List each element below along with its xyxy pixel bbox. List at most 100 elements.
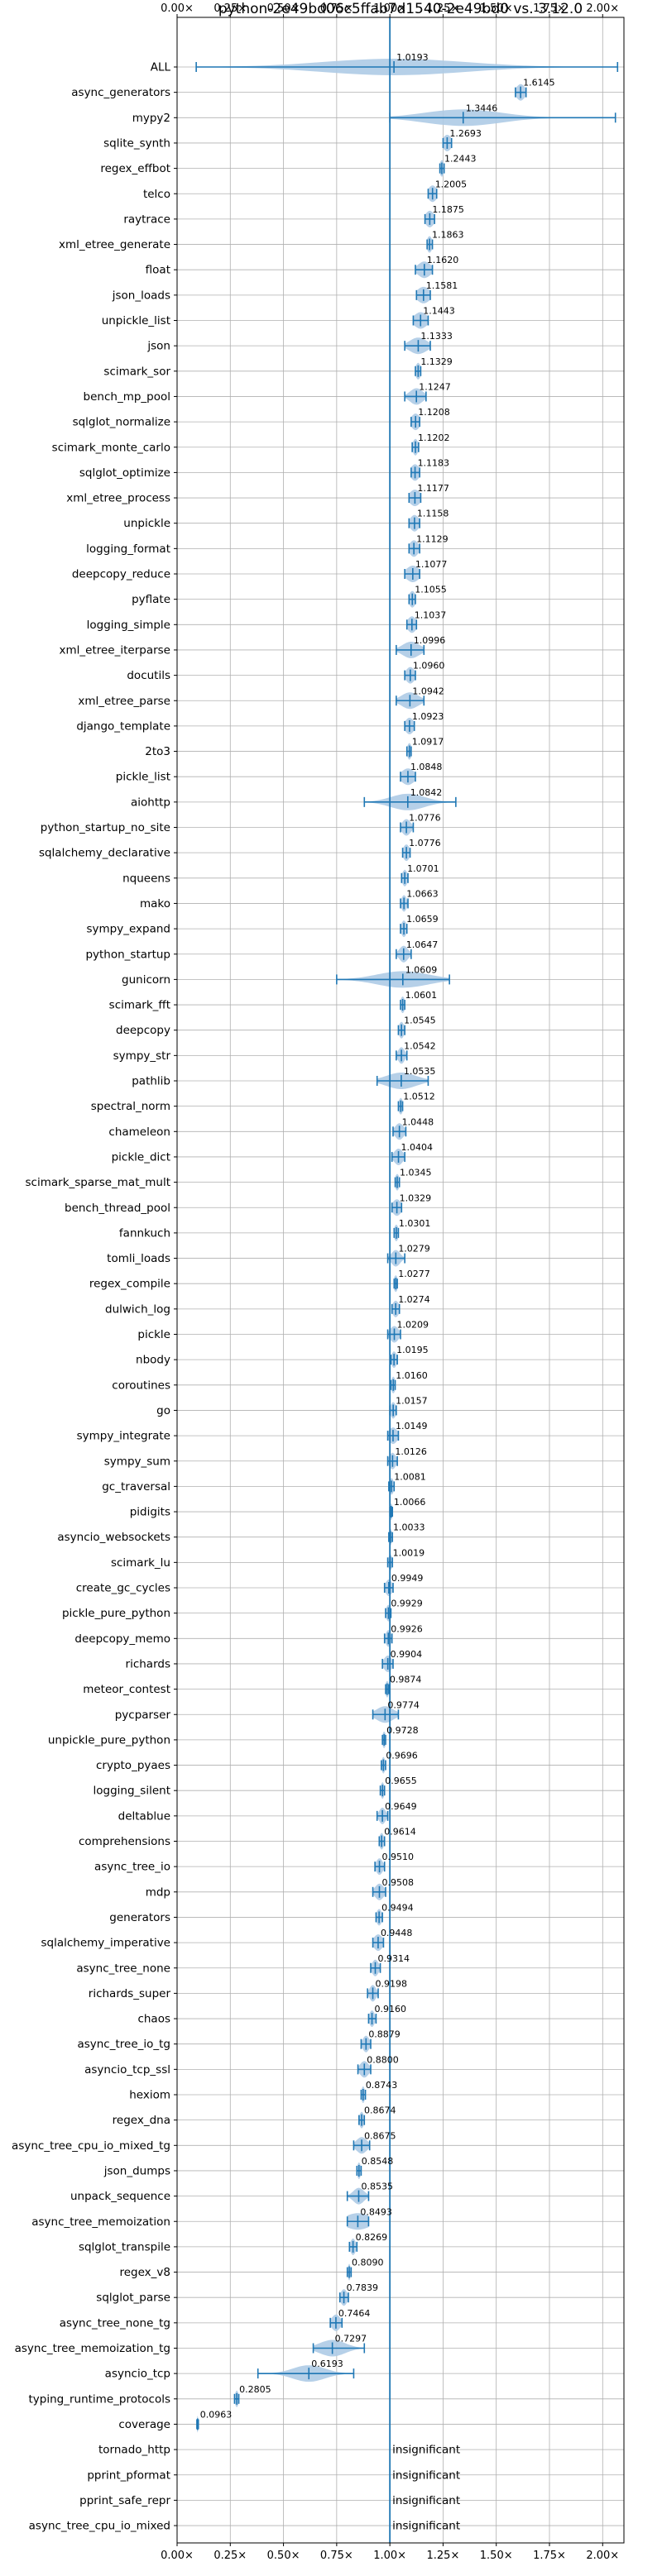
value-label: 0.9314: [378, 1953, 410, 1964]
value-label: 1.0601: [405, 990, 438, 1001]
value-label: 1.6145: [523, 78, 555, 88]
category-label: mako: [140, 897, 170, 910]
insignificant-label: insignificant: [392, 2494, 460, 2507]
category-label: async_tree_none_tg: [60, 2316, 170, 2330]
value-label: 0.9614: [384, 1827, 416, 1838]
value-label: 1.0647: [406, 939, 439, 950]
value-label: 0.9198: [376, 1978, 408, 1989]
category-label: mypy2: [132, 112, 170, 125]
value-label: 0.9929: [391, 1599, 423, 1609]
category-label: crypto_pyaes: [96, 1759, 170, 1772]
value-label: 1.0448: [402, 1116, 434, 1127]
value-label: 1.0942: [412, 686, 444, 696]
category-label: asyncio_tcp: [105, 2368, 170, 2381]
category-label: unpack_sequence: [70, 2190, 170, 2203]
value-label: 1.1333: [420, 331, 453, 342]
value-label: 1.0279: [398, 1244, 430, 1255]
category-label: deepcopy_reduce: [72, 568, 170, 581]
category-label: float: [146, 264, 170, 277]
value-label: 1.0663: [406, 888, 438, 899]
value-label: 1.1247: [419, 381, 451, 392]
category-label: pidigits: [130, 1506, 170, 1519]
category-label: coroutines: [112, 1379, 170, 1392]
value-label: 1.0277: [398, 1269, 430, 1279]
category-label: json: [146, 340, 170, 353]
value-label: 1.2005: [435, 179, 468, 189]
category-label: json_dumps: [103, 2164, 170, 2177]
category-label: comprehensions: [79, 1835, 170, 1848]
category-label: nqueens: [122, 872, 170, 885]
value-label: 1.1129: [416, 533, 449, 544]
value-label: 0.7297: [335, 2334, 367, 2344]
category-label: unpickle: [123, 517, 170, 530]
category-label: raytrace: [123, 213, 170, 226]
category-label: unpickle_pure_python: [48, 1733, 170, 1747]
category-label: async_tree_cpu_io_mixed: [29, 2520, 170, 2533]
value-label: 1.0512: [403, 1092, 435, 1102]
category-label: pprint_safe_repr: [79, 2494, 170, 2507]
category-label: sqlglot_normalize: [73, 416, 170, 429]
x-tick-label-bottom: 1.50×: [480, 2550, 513, 2562]
value-label: 0.8090: [352, 2258, 384, 2268]
category-label: logging_simple: [87, 619, 170, 632]
value-label: 0.8493: [360, 2206, 392, 2217]
category-label: async_tree_io: [94, 1861, 170, 1874]
category-label: mdp: [146, 1885, 170, 1899]
value-label: 1.1037: [415, 609, 447, 620]
x-tick-label-top: 0.50×: [267, 2, 300, 15]
category-label: sqlalchemy_imperative: [41, 1937, 171, 1950]
category-label: sqlglot_parse: [96, 2292, 170, 2305]
category-label: unpickle_list: [102, 314, 170, 327]
value-label: 1.0996: [414, 635, 446, 646]
value-label: 1.1581: [426, 280, 458, 291]
value-label: 0.9448: [381, 1928, 413, 1938]
category-label: xml_etree_parse: [78, 695, 170, 708]
value-label: 1.1177: [417, 483, 449, 494]
x-tick-label-bottom: 0.75×: [320, 2550, 353, 2562]
value-label: 0.8674: [364, 2105, 396, 2116]
value-label: 1.1158: [417, 509, 449, 519]
category-label: pathlib: [132, 1075, 170, 1088]
category-label: typing_runtime_protocols: [29, 2392, 171, 2406]
category-label: sqlite_synth: [103, 136, 170, 150]
category-label: scimark_lu: [111, 1556, 170, 1570]
category-label: asyncio_websockets: [57, 1531, 170, 1544]
value-label: 1.0609: [405, 964, 438, 975]
insignificant-label: insignificant: [392, 2520, 460, 2533]
x-tick-label-top: 2.00×: [586, 2, 619, 15]
value-label: 1.2693: [449, 128, 482, 139]
value-label: 1.0066: [394, 1497, 425, 1508]
value-label: 1.0960: [413, 661, 445, 671]
category-label: pprint_pformat: [87, 2468, 170, 2482]
value-label: 1.0917: [412, 737, 444, 748]
value-label: 1.0301: [399, 1218, 430, 1229]
chart-title: python-2e49bd06c5ffab7d1540-2e49bd0 vs. …: [218, 1, 583, 17]
value-label: 0.9510: [382, 1852, 415, 1862]
value-label: 1.1077: [415, 559, 448, 570]
value-label: 1.0535: [404, 1066, 436, 1077]
category-label: sqlglot_transpile: [79, 2240, 170, 2253]
value-label: 1.0542: [404, 1040, 435, 1051]
category-label: coverage: [118, 2418, 170, 2431]
value-label: 1.1208: [418, 407, 449, 418]
value-label: 1.0209: [397, 1320, 429, 1331]
category-label: sqlalchemy_declarative: [39, 847, 170, 860]
value-label: 0.9774: [387, 1699, 420, 1710]
value-label: 1.1875: [432, 204, 464, 215]
value-label: 0.9728: [386, 1725, 419, 1736]
value-label: 0.9949: [391, 1573, 424, 1584]
insignificant-label: insignificant: [392, 2444, 460, 2457]
x-tick-label-top: 0.75×: [320, 2, 353, 15]
value-label: 1.0842: [410, 787, 443, 798]
category-label: pickle_dict: [112, 1150, 170, 1164]
value-label: 0.7464: [338, 2308, 371, 2319]
value-label: 0.6193: [311, 2359, 343, 2369]
value-label: 1.1863: [432, 230, 464, 241]
category-label: scimark_fft: [109, 999, 170, 1012]
value-label: 1.0157: [396, 1395, 428, 1406]
value-label: 0.8800: [367, 2054, 399, 2065]
x-tick-label-bottom: 1.25×: [427, 2550, 460, 2562]
value-label: 0.9655: [385, 1775, 417, 1786]
